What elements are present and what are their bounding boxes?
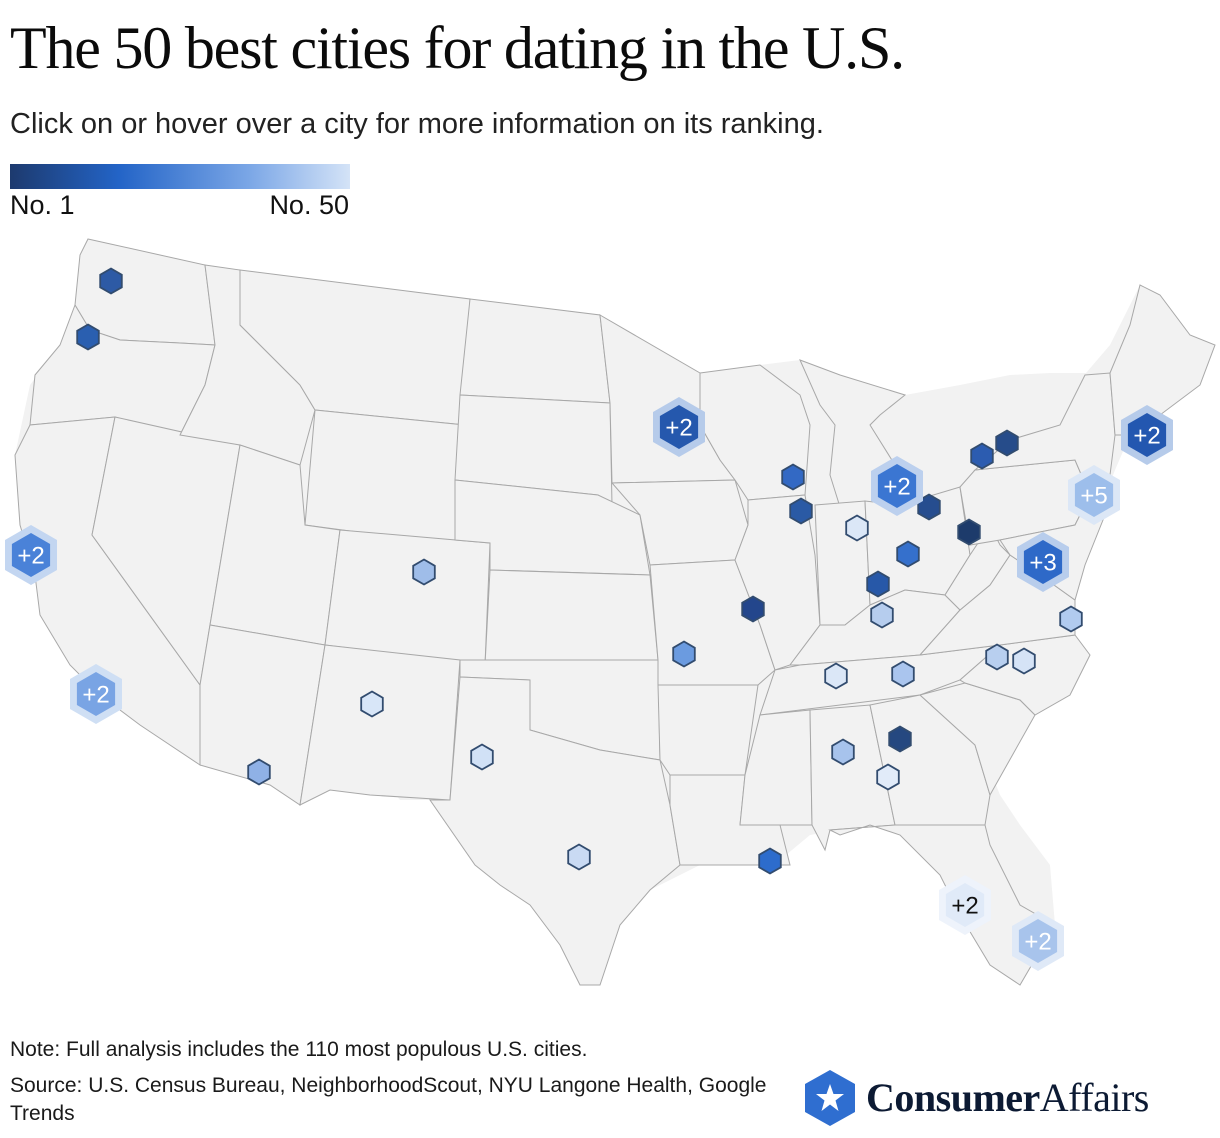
source-note: Source: U.S. Census Bureau, Neighborhood… [10,1074,767,1125]
city-marker[interactable] [891,660,915,688]
state-illinois [734,494,821,671]
cluster-core [1023,540,1063,584]
footnote: Note: Full analysis includes the 110 mos… [10,1038,588,1061]
city-marker[interactable] [789,497,813,525]
page-title: The 50 best cities for dating in the U.S… [10,15,905,81]
city-marker[interactable] [672,640,696,668]
state-kansas [484,569,659,666]
city-marker[interactable] [957,518,981,546]
city-marker[interactable] [831,738,855,766]
legend-color-scale [10,164,350,189]
city-marker[interactable] [758,847,782,875]
city-marker[interactable] [1012,647,1036,675]
cluster-core [76,672,116,716]
city-marker[interactable] [888,725,912,753]
legend-max-label: No. 50 [269,190,349,220]
city-cluster-marker[interactable]: +2 [1121,405,1173,465]
state-new-england [1109,284,1216,436]
city-marker[interactable] [99,267,123,295]
city-marker[interactable] [970,442,994,470]
legend-min-label: No. 1 [10,190,75,220]
cluster-core [945,883,985,927]
state-shapes [14,238,1216,986]
city-cluster-marker[interactable]: +2 [871,456,923,516]
city-marker[interactable] [741,595,765,623]
city-marker[interactable] [870,601,894,629]
cluster-count-label: +2 [17,543,44,570]
cluster-count-label: +2 [1133,423,1160,450]
city-marker[interactable] [1059,605,1083,633]
star-hexagon-icon [805,1070,855,1126]
city-marker[interactable] [985,643,1009,671]
brand-regular: Affairs [1039,1075,1150,1120]
city-marker[interactable] [995,429,1019,457]
city-cluster-marker[interactable]: +2 [653,397,705,457]
city-marker[interactable] [470,743,494,771]
state-west-virginia [944,524,1011,611]
state-arkansas [657,684,759,776]
cluster-core [11,533,51,577]
brand-bold: Consumer [866,1075,1040,1120]
city-marker[interactable] [896,540,920,568]
cluster-count-label: +2 [951,893,978,920]
cluster-core [1127,413,1167,457]
city-marker[interactable] [866,570,890,598]
us-map: +2 +2 +2 +5 +3 +2 +2 +2 +2 [5,238,1216,986]
page-subtitle: Click on or hover over a city for more i… [10,108,824,140]
cluster-count-label: +5 [1080,483,1107,510]
cluster-core [659,405,699,449]
city-marker[interactable] [876,763,900,791]
brand-wordmark: ConsumerAffairs [866,1072,1149,1124]
city-marker[interactable] [247,758,271,786]
city-marker[interactable] [781,463,805,491]
consumer-affairs-logo[interactable]: ConsumerAffairs [802,1066,1214,1130]
city-cluster-marker[interactable]: +3 [1017,532,1069,592]
cluster-count-label: +2 [883,474,910,501]
state-colorado [324,529,491,666]
state-north-dakota [459,298,611,404]
city-cluster-marker[interactable]: +2 [1012,911,1064,971]
city-cluster-marker[interactable]: +5 [1068,465,1120,525]
city-marker[interactable] [567,843,591,871]
cluster-count-label: +2 [82,682,109,709]
cluster-core [1074,473,1114,517]
cluster-core [877,464,917,508]
city-cluster-marker[interactable]: +2 [5,525,57,585]
state-wyoming [304,409,466,546]
city-marker[interactable] [76,323,100,351]
city-marker[interactable] [824,662,848,690]
city-cluster-marker[interactable]: +2 [939,875,991,935]
cluster-count-label: +3 [1029,550,1056,577]
city-marker[interactable] [845,514,869,542]
cluster-count-label: +2 [1024,929,1051,956]
city-cluster-marker[interactable]: +2 [70,664,122,724]
city-cluster-markers[interactable]: +2 +2 +2 +5 +3 +2 +2 +2 +2 [5,397,1173,971]
cluster-count-label: +2 [665,415,692,442]
city-marker[interactable] [360,690,384,718]
state-florida [828,824,1056,986]
cluster-core [1018,919,1058,963]
state-new-mexico [299,644,461,806]
city-marker[interactable] [412,558,436,586]
